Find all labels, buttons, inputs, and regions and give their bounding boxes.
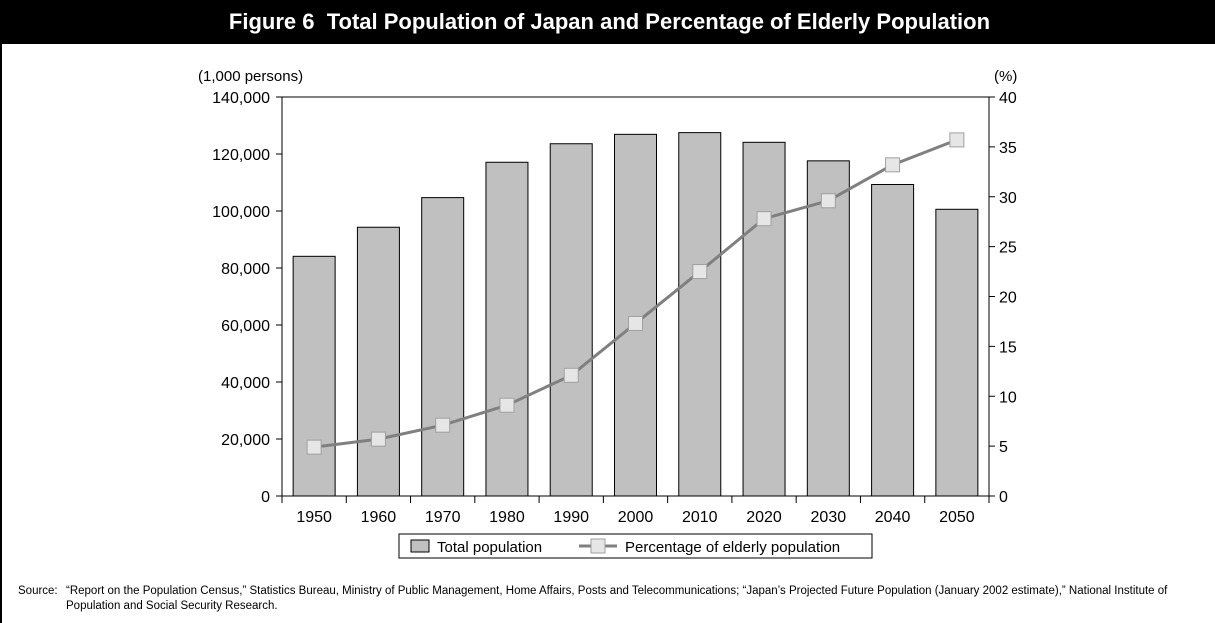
bar-1970	[421, 197, 465, 497]
left-tick-label: 120,000	[212, 147, 270, 164]
x-tick-label-1960: 1960	[361, 509, 397, 526]
figure-title-bar: Figure 6 Total Population of Japan and P…	[2, 0, 1215, 44]
point-2050	[949, 132, 965, 148]
bar-2010	[678, 132, 722, 497]
line-layer	[306, 132, 965, 455]
bar-1990	[549, 143, 593, 497]
bar-2000	[614, 133, 657, 497]
x-tick-label-2050: 2050	[939, 509, 975, 526]
x-tick-label-2020: 2020	[746, 509, 782, 526]
right-axis-unit: (%)	[994, 68, 1017, 85]
point-2020	[756, 211, 772, 227]
x-tick-label-2030: 2030	[811, 509, 847, 526]
axes-layer: 0 20,000 40,000 60,000 80,000 100,000 120,000 1…	[198, 68, 1017, 526]
bar-2040	[871, 183, 915, 497]
x-tick-label-2010: 2010	[682, 509, 718, 526]
legend-label-elderly-percentage: Percentage of elderly population	[625, 539, 840, 556]
point-2010	[692, 264, 708, 280]
legend-marker-elderly	[590, 538, 606, 554]
right-tick-label: 30	[999, 190, 1017, 207]
bar-1960	[356, 226, 400, 497]
legend-box	[398, 533, 873, 559]
population-chart: 0 20,000 40,000 60,000 80,000 100,000 120,000 1…	[198, 68, 1017, 559]
bar-2020	[742, 141, 786, 497]
legend: Total population Percentage of elderly po…	[398, 533, 873, 559]
right-tick-label: 20	[999, 290, 1017, 307]
left-tick-label: 40,000	[221, 375, 270, 392]
bar-1950	[292, 255, 336, 497]
source-note: Source: “Report on the Population Census…	[18, 584, 1208, 614]
x-tick-label-2000: 2000	[618, 509, 654, 526]
bars-layer	[292, 132, 979, 497]
left-tick-label: 0	[261, 489, 270, 506]
right-tick-label: 0	[999, 489, 1008, 506]
point-2030	[820, 193, 836, 209]
right-tick-label: 40	[999, 90, 1017, 107]
left-tick-label: 60,000	[221, 318, 270, 335]
point-2000	[628, 315, 643, 331]
point-2040	[885, 157, 901, 173]
right-tick-label: 10	[999, 389, 1017, 406]
right-tick-label: 35	[999, 140, 1017, 157]
left-tick-label: 100,000	[212, 204, 270, 221]
figure-title: Figure 6 Total Population of Japan and P…	[228, 9, 991, 34]
x-tick-label-1990: 1990	[553, 509, 589, 526]
right-tick-label: 25	[999, 240, 1017, 257]
legend-label-total-population: Total population	[437, 539, 542, 556]
left-tick-label: 140,000	[212, 90, 270, 107]
legend-swatch-total-population	[410, 539, 430, 553]
source-label: Source:	[18, 585, 58, 597]
left-tick-label: 80,000	[221, 261, 270, 278]
point-1960	[370, 431, 386, 447]
x-tick-label-2040: 2040	[875, 509, 911, 526]
x-tick-label-1950: 1950	[296, 509, 332, 526]
point-1990	[563, 367, 579, 383]
right-tick-label: 15	[999, 339, 1017, 356]
bar-2050	[935, 208, 979, 497]
source-text: “Report on the Population Census,” Stati…	[66, 585, 1168, 612]
point-1950	[306, 439, 322, 455]
left-tick-label: 20,000	[221, 432, 270, 449]
bar-2030	[806, 160, 850, 497]
x-tick-label-1980: 1980	[489, 509, 525, 526]
point-1980	[499, 397, 515, 413]
right-tick-label: 5	[999, 439, 1008, 456]
bar-1980	[485, 161, 529, 497]
x-tick-label-1970: 1970	[425, 509, 461, 526]
point-1970	[435, 417, 451, 433]
left-axis-unit: (1,000 persons)	[198, 68, 303, 85]
